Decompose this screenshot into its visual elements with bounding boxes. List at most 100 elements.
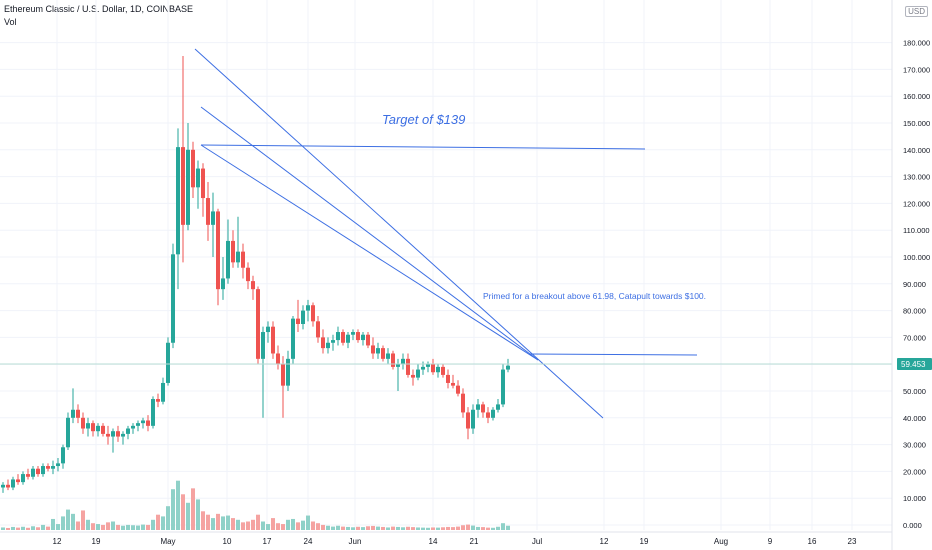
volume-bar	[176, 480, 180, 530]
candle	[126, 425, 130, 440]
candle	[441, 364, 445, 378]
price-tick-label: 50.000	[903, 387, 926, 396]
candle	[376, 342, 380, 359]
volume-bar	[326, 525, 330, 530]
chart-title: Ethereum Classic / U.S. Dollar, 1D, COIN…	[4, 4, 194, 14]
candle	[406, 353, 410, 378]
candle	[431, 358, 435, 375]
time-tick-label: 17	[263, 537, 272, 546]
candle	[21, 471, 25, 485]
trend-line-drawings[interactable]	[194, 48, 698, 419]
volume-bar	[121, 525, 125, 530]
candle	[121, 431, 125, 445]
volume-bar	[66, 509, 70, 530]
volume-bar	[261, 521, 265, 530]
trend-line-1[interactable]	[194, 48, 604, 419]
volume-bar	[321, 524, 325, 530]
candle	[291, 315, 295, 365]
volume-bar	[206, 514, 210, 530]
price-tick-label: 180.000	[903, 39, 930, 48]
volume-bar	[131, 525, 135, 530]
price-tick-label: 100.000	[903, 253, 930, 262]
candle	[206, 181, 210, 241]
candle	[71, 388, 75, 424]
volume-bar	[236, 519, 240, 530]
target-line-139[interactable]	[200, 144, 646, 150]
candle	[401, 353, 405, 370]
candle	[411, 369, 415, 386]
annotation-target[interactable]: Target of $139	[382, 112, 465, 127]
candle	[446, 369, 450, 389]
candle	[51, 460, 55, 475]
candle	[106, 425, 110, 445]
time-tick-label: 12	[600, 537, 609, 546]
volume-bar	[381, 526, 385, 530]
volume-bar	[406, 526, 410, 530]
volume-bar	[371, 525, 375, 530]
volume-bar	[271, 518, 275, 530]
candle	[331, 334, 335, 351]
candle	[236, 216, 240, 268]
candle	[221, 257, 225, 300]
time-tick-label: May	[160, 537, 175, 546]
volume-bar	[31, 526, 35, 530]
time-axis[interactable]: 12 19 May 10 17 24 Jun 14 21 Jul 12 19 Aug 9 16 23	[0, 531, 892, 546]
price-tick-label: 170.000	[903, 65, 930, 74]
candle	[346, 332, 350, 349]
volume-bar	[411, 527, 415, 530]
price-tick-label: 150.000	[903, 119, 930, 128]
time-tick-label: Jul	[532, 537, 542, 546]
volume-bar	[256, 514, 260, 530]
volume-bar	[141, 524, 145, 530]
candle	[381, 345, 385, 362]
breakout-line[interactable]	[528, 353, 698, 356]
candle	[466, 407, 470, 440]
candle	[416, 364, 420, 381]
volume-bar	[486, 527, 490, 530]
candle	[486, 407, 490, 424]
candle	[196, 160, 200, 209]
volume-indicator-label[interactable]: Vol	[4, 17, 17, 27]
trend-line-3[interactable]	[200, 144, 539, 361]
candle	[476, 399, 480, 418]
volume-bar	[316, 523, 320, 530]
candle	[26, 468, 30, 480]
currency-badge[interactable]: USD	[905, 6, 928, 17]
trend-line-2[interactable]	[200, 106, 539, 361]
candle	[471, 404, 475, 434]
candle	[81, 412, 85, 434]
volume-bar	[226, 515, 230, 530]
candle	[41, 463, 45, 477]
price-tick-label: 70.000	[903, 333, 926, 342]
price-tick-label: 10.000	[903, 494, 926, 503]
volume-bar	[481, 527, 485, 530]
time-tick-label: 16	[808, 537, 817, 546]
volume-bar	[311, 521, 315, 530]
price-tick-label: 120.000	[903, 199, 930, 208]
annotation-breakout[interactable]: Primed for a breakout above 61.98, Catap…	[483, 291, 706, 301]
volume-bars	[1, 480, 510, 530]
volume-bar	[156, 514, 160, 530]
time-tick-label: 10	[223, 537, 232, 546]
volume-bar	[6, 527, 10, 530]
volume-bar	[466, 524, 470, 530]
candle	[286, 350, 290, 391]
price-tick-label: 80.000	[903, 307, 926, 316]
volume-bar	[51, 518, 55, 530]
price-axis[interactable]: 180.000 170.000 160.000 150.000 140.000 130.0…	[891, 0, 930, 550]
candle	[461, 388, 465, 418]
candle	[11, 476, 15, 491]
price-tick-label: 160.000	[903, 92, 930, 101]
candle	[46, 463, 50, 472]
volume-bar	[116, 524, 120, 530]
candle	[86, 417, 90, 437]
volume-bar	[281, 524, 285, 530]
volume-bar	[451, 527, 455, 530]
volume-bar	[346, 526, 350, 530]
candle	[6, 479, 10, 491]
candle	[16, 474, 20, 485]
price-tick-label: 40.000	[903, 414, 926, 423]
volume-bar	[431, 527, 435, 530]
candle	[161, 377, 165, 405]
